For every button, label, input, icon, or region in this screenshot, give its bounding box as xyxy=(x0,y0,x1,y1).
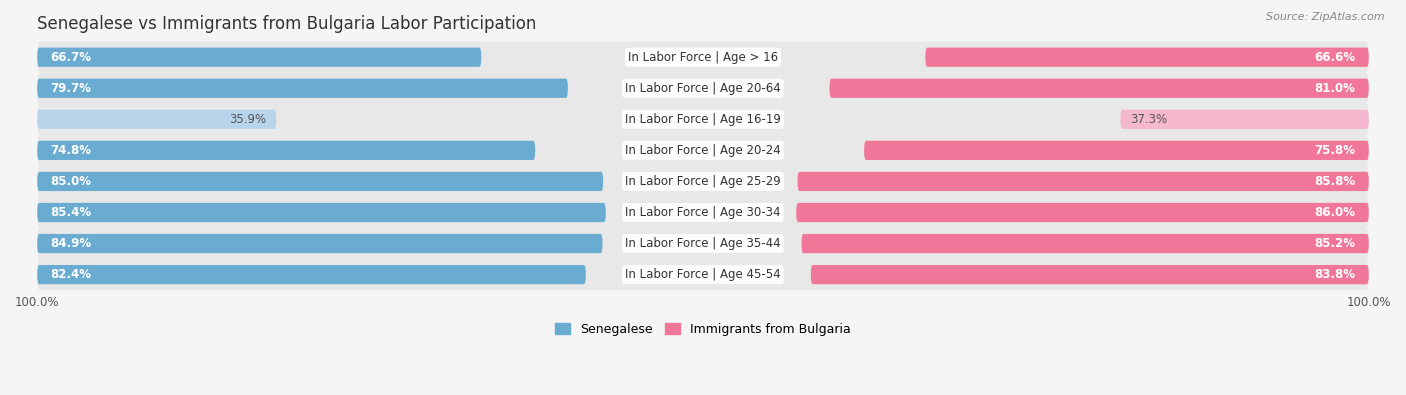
Text: 82.4%: 82.4% xyxy=(51,268,91,281)
Text: 85.2%: 85.2% xyxy=(1315,237,1355,250)
FancyBboxPatch shape xyxy=(37,141,536,160)
FancyBboxPatch shape xyxy=(797,172,1369,191)
Text: In Labor Force | Age 35-44: In Labor Force | Age 35-44 xyxy=(626,237,780,250)
FancyBboxPatch shape xyxy=(37,197,1369,228)
FancyBboxPatch shape xyxy=(811,265,1369,284)
FancyBboxPatch shape xyxy=(37,135,1369,166)
FancyBboxPatch shape xyxy=(37,47,481,67)
Text: Source: ZipAtlas.com: Source: ZipAtlas.com xyxy=(1267,12,1385,22)
FancyBboxPatch shape xyxy=(1121,110,1369,129)
FancyBboxPatch shape xyxy=(801,234,1369,253)
Text: In Labor Force | Age 30-34: In Labor Force | Age 30-34 xyxy=(626,206,780,219)
Text: In Labor Force | Age 20-64: In Labor Force | Age 20-64 xyxy=(626,82,780,95)
Text: In Labor Force | Age 16-19: In Labor Force | Age 16-19 xyxy=(626,113,780,126)
FancyBboxPatch shape xyxy=(830,79,1369,98)
Text: In Labor Force | Age 25-29: In Labor Force | Age 25-29 xyxy=(626,175,780,188)
Text: 66.7%: 66.7% xyxy=(51,51,91,64)
Text: 79.7%: 79.7% xyxy=(51,82,91,95)
FancyBboxPatch shape xyxy=(37,265,586,284)
Text: 35.9%: 35.9% xyxy=(229,113,266,126)
Text: 74.8%: 74.8% xyxy=(51,144,91,157)
FancyBboxPatch shape xyxy=(37,172,603,191)
Text: In Labor Force | Age 45-54: In Labor Force | Age 45-54 xyxy=(626,268,780,281)
Text: 66.6%: 66.6% xyxy=(1315,51,1355,64)
FancyBboxPatch shape xyxy=(37,234,603,253)
Text: 85.4%: 85.4% xyxy=(51,206,91,219)
Text: 37.3%: 37.3% xyxy=(1130,113,1167,126)
FancyBboxPatch shape xyxy=(925,47,1369,67)
FancyBboxPatch shape xyxy=(865,141,1369,160)
Text: In Labor Force | Age > 16: In Labor Force | Age > 16 xyxy=(628,51,778,64)
Legend: Senegalese, Immigrants from Bulgaria: Senegalese, Immigrants from Bulgaria xyxy=(550,318,856,341)
FancyBboxPatch shape xyxy=(37,73,1369,104)
FancyBboxPatch shape xyxy=(37,79,568,98)
Text: In Labor Force | Age 20-24: In Labor Force | Age 20-24 xyxy=(626,144,780,157)
FancyBboxPatch shape xyxy=(796,203,1369,222)
FancyBboxPatch shape xyxy=(37,41,1369,73)
Text: 81.0%: 81.0% xyxy=(1315,82,1355,95)
FancyBboxPatch shape xyxy=(37,166,1369,197)
FancyBboxPatch shape xyxy=(37,104,1369,135)
FancyBboxPatch shape xyxy=(37,110,276,129)
Text: 84.9%: 84.9% xyxy=(51,237,91,250)
Text: 75.8%: 75.8% xyxy=(1315,144,1355,157)
FancyBboxPatch shape xyxy=(37,228,1369,259)
Text: 85.0%: 85.0% xyxy=(51,175,91,188)
Text: 83.8%: 83.8% xyxy=(1315,268,1355,281)
Text: 86.0%: 86.0% xyxy=(1315,206,1355,219)
FancyBboxPatch shape xyxy=(37,259,1369,290)
FancyBboxPatch shape xyxy=(37,203,606,222)
Text: Senegalese vs Immigrants from Bulgaria Labor Participation: Senegalese vs Immigrants from Bulgaria L… xyxy=(37,15,537,33)
Text: 85.8%: 85.8% xyxy=(1315,175,1355,188)
